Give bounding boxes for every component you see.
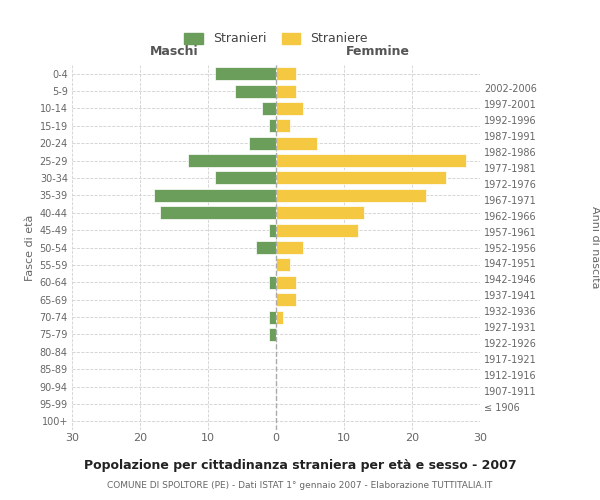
Bar xyxy=(215,67,276,80)
Bar xyxy=(276,310,283,324)
Bar xyxy=(276,241,303,254)
Bar xyxy=(276,172,446,184)
Bar xyxy=(276,206,364,220)
Bar xyxy=(262,102,276,115)
Text: Maschi: Maschi xyxy=(149,44,199,58)
Bar xyxy=(256,241,276,254)
Bar xyxy=(276,84,296,98)
Bar xyxy=(160,206,276,220)
Bar xyxy=(249,136,276,149)
Bar xyxy=(276,102,303,115)
Bar xyxy=(276,67,296,80)
Bar xyxy=(154,189,276,202)
Bar xyxy=(276,120,290,132)
Bar xyxy=(269,328,276,341)
Legend: Stranieri, Straniere: Stranieri, Straniere xyxy=(179,28,373,50)
Bar xyxy=(276,293,296,306)
Text: Femmine: Femmine xyxy=(346,44,410,58)
Bar xyxy=(276,276,296,289)
Bar xyxy=(276,136,317,149)
Text: Popolazione per cittadinanza straniera per età e sesso - 2007: Popolazione per cittadinanza straniera p… xyxy=(83,460,517,472)
Bar xyxy=(269,224,276,236)
Y-axis label: Fasce di età: Fasce di età xyxy=(25,214,35,280)
Bar xyxy=(235,84,276,98)
Bar xyxy=(215,172,276,184)
Bar xyxy=(276,189,425,202)
Bar xyxy=(276,154,466,167)
Bar xyxy=(276,224,358,236)
Text: COMUNE DI SPOLTORE (PE) - Dati ISTAT 1° gennaio 2007 - Elaborazione TUTTITALIA.I: COMUNE DI SPOLTORE (PE) - Dati ISTAT 1° … xyxy=(107,481,493,490)
Y-axis label: Anni di nascita: Anni di nascita xyxy=(590,206,599,289)
Bar xyxy=(188,154,276,167)
Bar xyxy=(269,310,276,324)
Bar xyxy=(276,258,290,272)
Bar xyxy=(269,276,276,289)
Bar xyxy=(269,120,276,132)
